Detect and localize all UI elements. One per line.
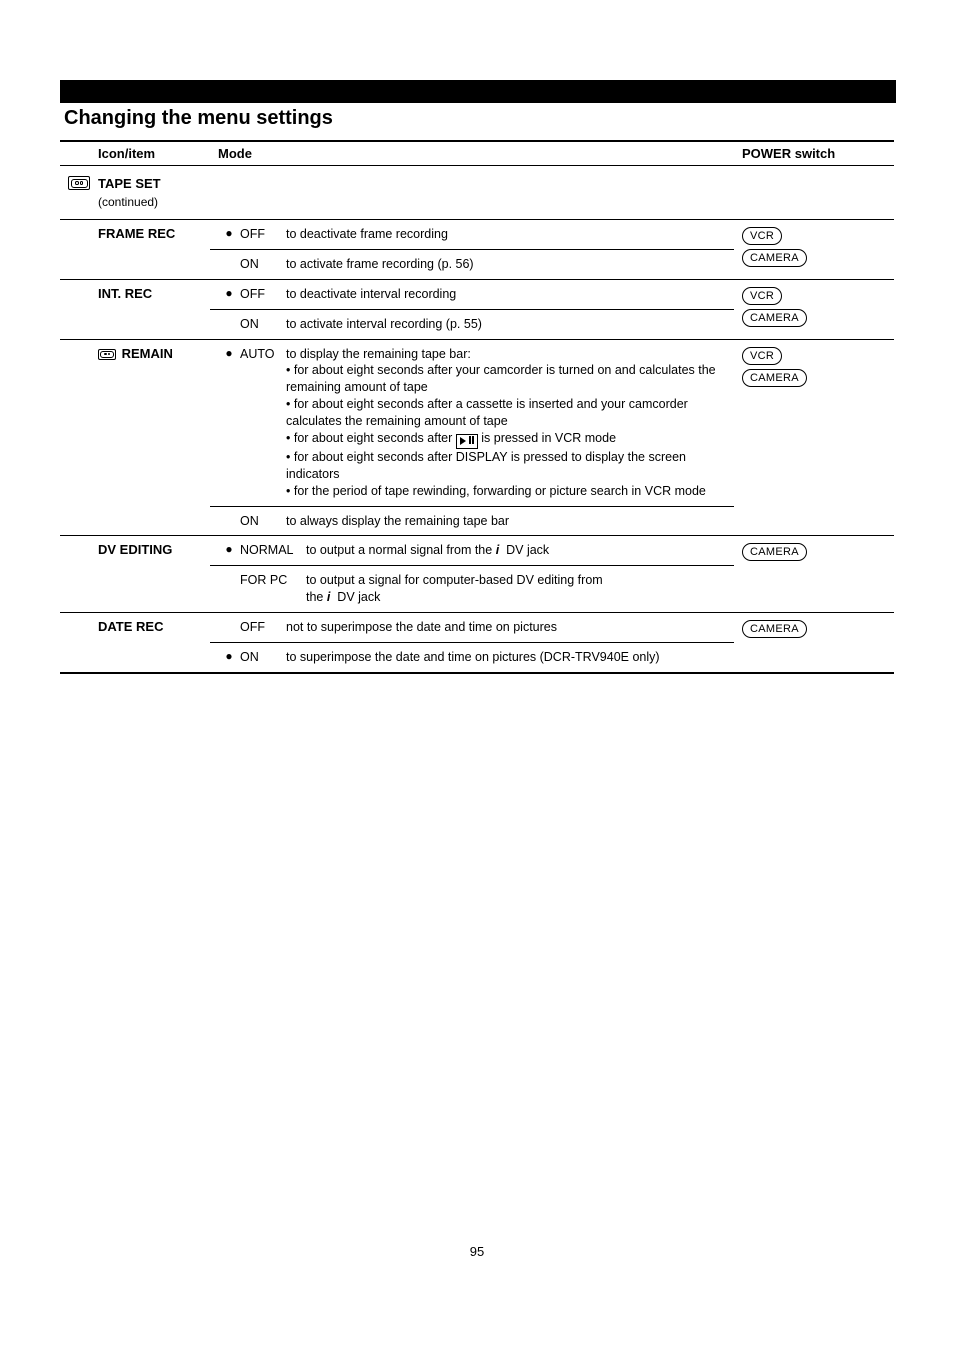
item-date-rec: DATE REC <box>98 613 210 672</box>
continued-label: (continued) <box>98 195 206 209</box>
vcr-pill: VCR <box>742 227 782 245</box>
mode-frame-rec: ● OFFto deactivate frame recording ONto … <box>210 220 734 279</box>
header-icon-item: Icon/item <box>98 142 210 165</box>
row-tape-set: TAPE SET (continued) <box>60 166 894 220</box>
page-number: 95 <box>60 1244 894 1259</box>
header-black-bar <box>60 80 896 103</box>
camera-pill: CAMERA <box>742 249 807 267</box>
vcr-pill: VCR <box>742 347 782 365</box>
camera-pill: CAMERA <box>742 309 807 327</box>
table-bottom-rule <box>60 672 894 674</box>
item-tape-set: TAPE SET (continued) <box>98 170 210 215</box>
item-remain: REMAIN <box>98 340 210 536</box>
mode-line: ● AUTOto display the remaining tape bar:… <box>210 340 734 507</box>
row-dv-editing: DV EDITING ● NORMALto output a normal si… <box>60 536 894 613</box>
menu-table: Icon/item Mode POWER switch TAPE SET (co… <box>60 140 894 674</box>
mode-line: ONto activate interval recording (p. 55) <box>210 310 734 339</box>
mode-line: ● OFFto deactivate interval recording <box>210 280 734 310</box>
mode-line: ● ONto superimpose the date and time on … <box>210 643 734 672</box>
switch-dv-editing: CAMERA <box>734 536 894 612</box>
camera-pill: CAMERA <box>742 369 807 387</box>
tape-icon <box>60 170 98 215</box>
mode-int-rec: ● OFFto deactivate interval recording ON… <box>210 280 734 339</box>
camera-pill: CAMERA <box>742 620 807 638</box>
cassette-icon <box>68 176 90 190</box>
line-with-playpause: • for about eight seconds after is press… <box>286 430 734 449</box>
section-title: Changing the menu settings <box>60 107 894 130</box>
item-dv-editing: DV EDITING <box>98 536 210 612</box>
header-icon <box>60 142 98 165</box>
page: Changing the menu settings Icon/item Mod… <box>0 0 954 1299</box>
switch-date-rec: CAMERA <box>734 613 894 672</box>
row-remain: REMAIN ● AUTOto display the remaining ta… <box>60 340 894 537</box>
mode-line: OFFnot to superimpose the date and time … <box>210 613 734 643</box>
mode-line: FOR PCto output a signal for computer-ba… <box>210 566 734 612</box>
switch-frame-rec: VCR CAMERA <box>734 220 894 279</box>
cassette-small-icon <box>98 349 116 360</box>
row-frame-rec: FRAME REC ● OFFto deactivate frame recor… <box>60 220 894 280</box>
mode-empty <box>210 170 734 215</box>
vcr-pill: VCR <box>742 287 782 305</box>
mode-remain: ● AUTOto display the remaining tape bar:… <box>210 340 734 536</box>
mode-line: ● NORMALto output a normal signal from t… <box>210 536 734 566</box>
switch-remain: VCR CAMERA <box>734 340 894 536</box>
play-pause-icon <box>456 434 478 449</box>
mode-line: ● OFFto deactivate frame recording <box>210 220 734 250</box>
header-power-switch: POWER switch <box>734 142 894 165</box>
mode-dv-editing: ● NORMALto output a normal signal from t… <box>210 536 734 612</box>
mode-date-rec: OFFnot to superimpose the date and time … <box>210 613 734 672</box>
item-frame-rec: FRAME REC <box>98 220 210 279</box>
switch-int-rec: VCR CAMERA <box>734 280 894 339</box>
mode-line: ONto activate frame recording (p. 56) <box>210 250 734 279</box>
switch-empty <box>734 170 894 215</box>
mode-line: ONto always display the remaining tape b… <box>210 507 734 536</box>
item-int-rec: INT. REC <box>98 280 210 339</box>
table-header-row: Icon/item Mode POWER switch <box>60 140 894 166</box>
row-int-rec: INT. REC ● OFFto deactivate interval rec… <box>60 280 894 340</box>
row-date-rec: DATE REC OFFnot to superimpose the date … <box>60 613 894 672</box>
camera-pill: CAMERA <box>742 543 807 561</box>
header-mode: Mode <box>210 142 734 165</box>
